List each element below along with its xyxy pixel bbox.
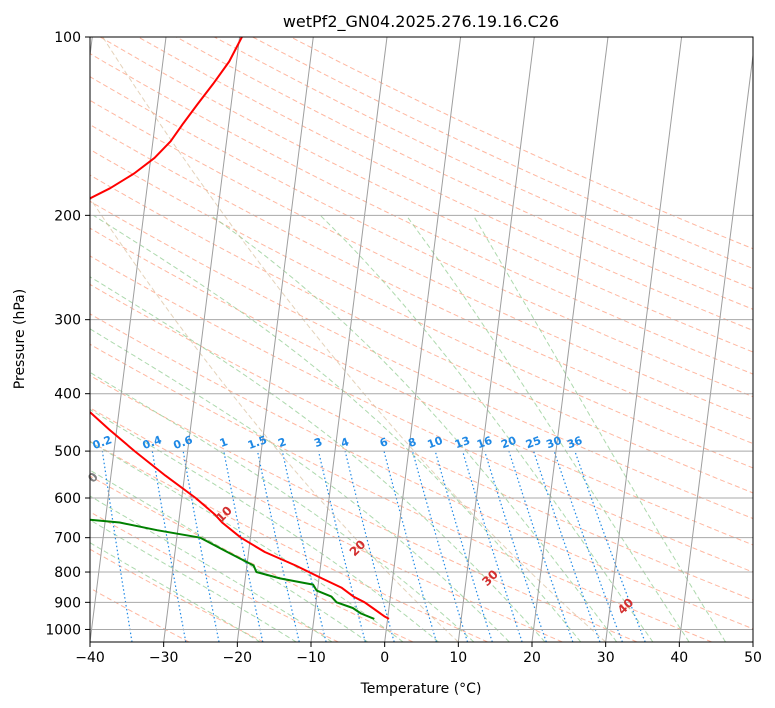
mixing-ratio-label: 30 — [545, 434, 564, 452]
isotherm-line — [384, 37, 462, 642]
isotherm-line — [605, 37, 683, 642]
isotherm-line — [90, 37, 167, 642]
mixing-ratio-label: 0.6 — [172, 433, 195, 452]
plot-frame — [89, 36, 754, 643]
mixing-ratio-line — [223, 450, 264, 642]
dewpoint-line — [90, 518, 375, 620]
dry-adiabat-line — [90, 174, 753, 494]
axes: −40 −30 −20 −10 0 10 20 30 40 5010020030040050060… — [45, 30, 762, 666]
mixing-ratio-label: 4 — [339, 435, 351, 450]
background-lines — [90, 37, 753, 642]
dry-adiabat-line — [90, 99, 753, 421]
x-tick-label: −10 — [296, 650, 326, 666]
isotherm-line — [678, 51, 753, 642]
y-tick-label: 500 — [54, 444, 81, 460]
moist-adiabat-line — [319, 214, 654, 642]
mixing-ratio-line — [462, 450, 523, 642]
x-tick-label: 10 — [449, 650, 467, 666]
x-tick-label: 40 — [670, 650, 688, 666]
mixing-ratio-label: 8 — [407, 435, 419, 450]
dry-adiabat-line — [90, 374, 638, 642]
dry-adiabat-line — [90, 587, 190, 642]
dry-adiabat-line — [176, 37, 753, 310]
mixing-ratio-line — [182, 450, 220, 642]
mixing-ratio-label: 0.2 — [91, 433, 114, 452]
y-tick-label: 600 — [54, 491, 81, 507]
mixing-ratio-label: 13 — [453, 434, 472, 451]
dry-adiabat-line — [90, 313, 753, 630]
dry-adiabat-line — [90, 407, 563, 642]
moist-adiabat-line — [405, 215, 690, 642]
ice-curve-line — [90, 197, 459, 642]
series-group — [90, 37, 390, 620]
mixing-ratio-line — [281, 450, 327, 642]
dry-adiabat-line — [90, 227, 753, 546]
dry-adiabat-line — [214, 37, 753, 290]
y-tick-label: 700 — [54, 531, 81, 547]
mixing-ratio-line — [317, 450, 366, 642]
dry-adiabat-line — [90, 440, 488, 642]
dry-adiabat-line — [90, 148, 753, 469]
moist-adiabat-line — [472, 215, 727, 642]
mixing-ratio-label: 1.5 — [246, 433, 269, 452]
chart-title: wetPf2_GN04.2025.276.19.16.C26 — [283, 12, 559, 32]
x-tick-label: 50 — [744, 650, 762, 666]
moist-adiabat-line — [90, 519, 297, 642]
isotherm-line — [531, 37, 609, 642]
mixing-ratio-label: 36 — [565, 434, 584, 452]
temperature-line — [90, 37, 390, 620]
mixing-ratio-label: 2 — [276, 435, 288, 450]
y-tick-label: 300 — [54, 313, 81, 329]
moist-adiabat-line — [90, 495, 333, 642]
mixing-ratio-line — [411, 450, 469, 642]
mixing-ratio-line — [484, 450, 547, 642]
dry-adiabat-line — [90, 255, 753, 573]
y-tick-label: 800 — [54, 565, 81, 581]
moist-adiabat-line — [90, 371, 475, 642]
mixing-ratio-line — [383, 450, 437, 642]
dry-adiabat-line — [90, 124, 753, 445]
isotherm-line — [163, 37, 241, 642]
ice-curve-line — [102, 37, 607, 642]
moist-adiabat-line — [90, 469, 368, 642]
moist-adiabat-line — [90, 276, 546, 642]
mixing-ratio-label: 0.4 — [141, 433, 164, 452]
y-axis-label: Pressure (hPa) — [12, 289, 28, 389]
x-tick-label: 20 — [523, 650, 541, 666]
mixing-ratio-line — [508, 450, 574, 642]
x-tick-label: −20 — [223, 650, 253, 666]
mixing-ratio-label: 1 — [218, 435, 230, 450]
y-tick-label: 200 — [54, 208, 81, 224]
mixing-ratio-label: 16 — [475, 434, 494, 452]
mixing-ratio-line — [434, 450, 493, 642]
dry-adiabat-line — [90, 548, 264, 642]
y-tick-label: 1000 — [45, 622, 81, 638]
y-tick-label: 400 — [54, 387, 81, 403]
moist-adiabat-line — [210, 214, 618, 642]
mixing-ratio-line — [533, 450, 601, 642]
mixing-ratio-label: 6 — [378, 435, 390, 450]
mixing-ratio-label: 10 — [426, 434, 445, 452]
x-tick-label: −30 — [149, 650, 179, 666]
x-tick-label: −40 — [75, 650, 105, 666]
moist-adiabat-line — [90, 408, 439, 642]
moist-adiabat-line — [93, 214, 582, 642]
moist-adiabat-line — [90, 542, 261, 642]
isotherm-line — [236, 37, 314, 642]
isotherm-line — [310, 37, 388, 642]
x-tick-label: 0 — [380, 650, 389, 666]
mixing-ratio-label: 3 — [313, 435, 325, 450]
mixing-ratio-label: 25 — [524, 434, 543, 451]
y-tick-label: 900 — [54, 595, 81, 611]
isotherm-line — [457, 37, 535, 642]
mixing-ratio-label: 20 — [499, 434, 518, 452]
mixing-ratio-line — [574, 450, 646, 642]
x-axis-label: Temperature (°C) — [360, 681, 482, 697]
mixing-ratio-line — [553, 450, 623, 642]
y-tick-label: 100 — [54, 30, 81, 46]
mixing-ratio-line — [256, 450, 300, 642]
x-tick-label: 30 — [597, 650, 615, 666]
